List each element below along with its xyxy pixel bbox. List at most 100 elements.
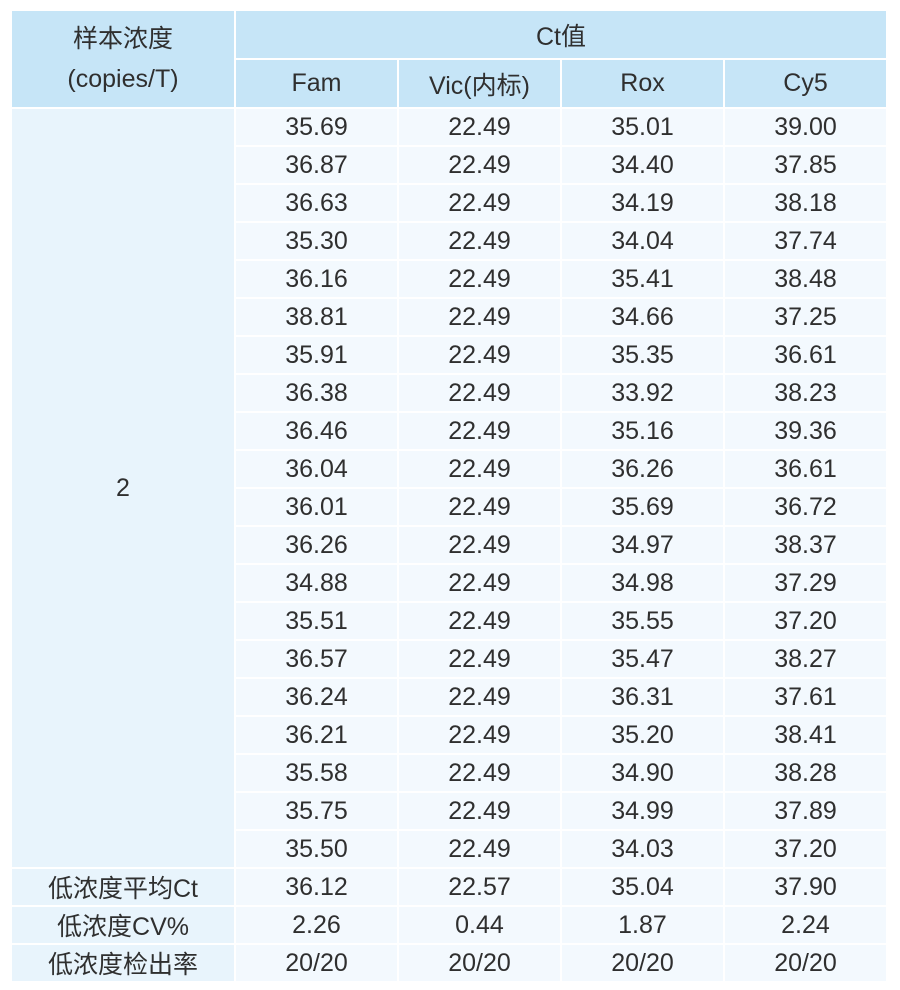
ct-cell-vic: 22.49 [399, 641, 560, 677]
table-row: 36.26 22.49 34.97 38.37 [12, 527, 886, 563]
sample-concentration-header: 样本浓度 (copies/T) [12, 11, 234, 107]
ct-cell-cy5: 36.72 [725, 489, 886, 525]
table-row: 36.38 22.49 33.92 38.23 [12, 375, 886, 411]
ct-cell-rox: 34.19 [562, 185, 723, 221]
table-row: 34.88 22.49 34.98 37.29 [12, 565, 886, 601]
table-row: 36.16 22.49 35.41 38.48 [12, 261, 886, 297]
summary-cell-fam: 2.26 [236, 907, 397, 943]
summary-cell-vic: 0.44 [399, 907, 560, 943]
ct-cell-fam: 36.21 [236, 717, 397, 753]
table-row: 36.63 22.49 34.19 38.18 [12, 185, 886, 221]
summary-label: 低浓度平均Ct [12, 869, 234, 905]
sample-concentration-label: 样本浓度 [72, 25, 173, 53]
ct-cell-cy5: 37.61 [725, 679, 886, 715]
table-row: 2 35.69 22.49 35.01 39.00 [12, 109, 886, 867]
table-row: 35.91 22.49 35.35 36.61 [12, 337, 886, 373]
ct-cell-cy5: 37.20 [725, 831, 886, 867]
ct-cell-rox: 35.69 [562, 489, 723, 525]
summary-cell-rox: 35.04 [562, 869, 723, 905]
channel-header-vic: Vic(内标) [399, 60, 560, 107]
ct-cell-vic: 22.49 [399, 147, 560, 183]
channel-header-fam: Fam [236, 60, 397, 107]
ct-cell-fam: 36.46 [236, 413, 397, 449]
summary-row: 低浓度检出率 20/20 20/20 20/20 20/20 [12, 945, 886, 981]
ct-cell-vic: 22.49 [399, 717, 560, 753]
ct-cell-vic: 22.49 [399, 565, 560, 601]
ct-cell-rox: 35.20 [562, 717, 723, 753]
sample-concentration-unit: (copies/T) [67, 65, 179, 93]
ct-cell-rox: 35.47 [562, 641, 723, 677]
summary-cell-cy5: 2.24 [725, 907, 886, 943]
ct-cell-cy5: 37.29 [725, 565, 886, 601]
ct-cell-rox: 35.55 [562, 603, 723, 639]
ct-cell-fam: 36.26 [236, 527, 397, 563]
ct-cell-cy5: 38.27 [725, 641, 886, 677]
ct-cell-rox: 33.92 [562, 375, 723, 411]
table-row: 36.21 22.49 35.20 38.41 [12, 717, 886, 753]
table-row: 36.01 22.49 35.69 36.72 [12, 489, 886, 525]
ct-cell-vic: 22.49 [399, 109, 560, 145]
ct-cell-cy5: 37.85 [725, 147, 886, 183]
ct-cell-cy5: 38.28 [725, 755, 886, 791]
ct-cell-rox: 34.90 [562, 755, 723, 791]
table-row: 36.46 22.49 35.16 39.36 [12, 413, 886, 449]
ct-cell-fam: 35.58 [236, 755, 397, 791]
summary-cell-cy5: 20/20 [725, 945, 886, 981]
ct-cell-fam: 35.91 [236, 337, 397, 373]
ct-cell-fam: 36.38 [236, 375, 397, 411]
summary-cell-cy5: 37.90 [725, 869, 886, 905]
ct-cell-fam: 36.01 [236, 489, 397, 525]
summary-cell-rox: 20/20 [562, 945, 723, 981]
ct-cell-cy5: 39.00 [725, 109, 886, 145]
summary-row: 低浓度CV% 2.26 0.44 1.87 2.24 [12, 907, 886, 943]
ct-cell-rox: 34.40 [562, 147, 723, 183]
summary-cell-fam: 20/20 [236, 945, 397, 981]
channel-header-rox: Rox [562, 60, 723, 107]
ct-cell-cy5: 38.41 [725, 717, 886, 753]
ct-cell-fam: 36.63 [236, 185, 397, 221]
ct-value-header: Ct值 [236, 11, 886, 58]
table-row: 36.57 22.49 35.47 38.27 [12, 641, 886, 677]
ct-cell-vic: 22.49 [399, 299, 560, 335]
table-row: 35.51 22.49 35.55 37.20 [12, 603, 886, 639]
ct-cell-fam: 35.30 [236, 223, 397, 259]
table-row: 36.87 22.49 34.40 37.85 [12, 147, 886, 183]
ct-cell-rox: 35.16 [562, 413, 723, 449]
ct-cell-cy5: 38.37 [725, 527, 886, 563]
header-row-2: Fam Vic(内标) Rox Cy5 [12, 60, 886, 107]
summary-label: 低浓度CV% [12, 907, 234, 943]
ct-cell-vic: 22.49 [399, 413, 560, 449]
ct-cell-fam: 35.75 [236, 793, 397, 829]
ct-cell-vic: 22.49 [399, 261, 560, 297]
ct-cell-fam: 38.81 [236, 299, 397, 335]
ct-cell-vic: 22.49 [399, 185, 560, 221]
ct-cell-vic: 22.49 [399, 755, 560, 791]
ct-cell-cy5: 36.61 [725, 337, 886, 373]
ct-cell-cy5: 38.48 [725, 261, 886, 297]
ct-cell-rox: 34.04 [562, 223, 723, 259]
ct-cell-cy5: 37.20 [725, 603, 886, 639]
ct-cell-cy5: 36.61 [725, 451, 886, 487]
ct-cell-cy5: 38.18 [725, 185, 886, 221]
ct-cell-vic: 22.49 [399, 489, 560, 525]
ct-cell-cy5: 37.25 [725, 299, 886, 335]
ct-cell-rox: 35.35 [562, 337, 723, 373]
sample-concentration-value: 2 [12, 109, 234, 867]
ct-cell-vic: 22.49 [399, 451, 560, 487]
ct-cell-cy5: 39.36 [725, 413, 886, 449]
ct-cell-fam: 36.57 [236, 641, 397, 677]
ct-cell-vic: 22.49 [399, 375, 560, 411]
ct-cell-rox: 34.99 [562, 793, 723, 829]
ct-cell-rox: 34.98 [562, 565, 723, 601]
ct-cell-fam: 35.50 [236, 831, 397, 867]
ct-cell-cy5: 37.89 [725, 793, 886, 829]
ct-cell-rox: 35.41 [562, 261, 723, 297]
ct-cell-vic: 22.49 [399, 527, 560, 563]
ct-cell-fam: 35.69 [236, 109, 397, 145]
ct-cell-fam: 36.04 [236, 451, 397, 487]
ct-cell-rox: 36.31 [562, 679, 723, 715]
ct-cell-rox: 35.01 [562, 109, 723, 145]
ct-cell-cy5: 37.74 [725, 223, 886, 259]
summary-cell-fam: 36.12 [236, 869, 397, 905]
header-row-1: 样本浓度 (copies/T) Ct值 [12, 11, 886, 107]
